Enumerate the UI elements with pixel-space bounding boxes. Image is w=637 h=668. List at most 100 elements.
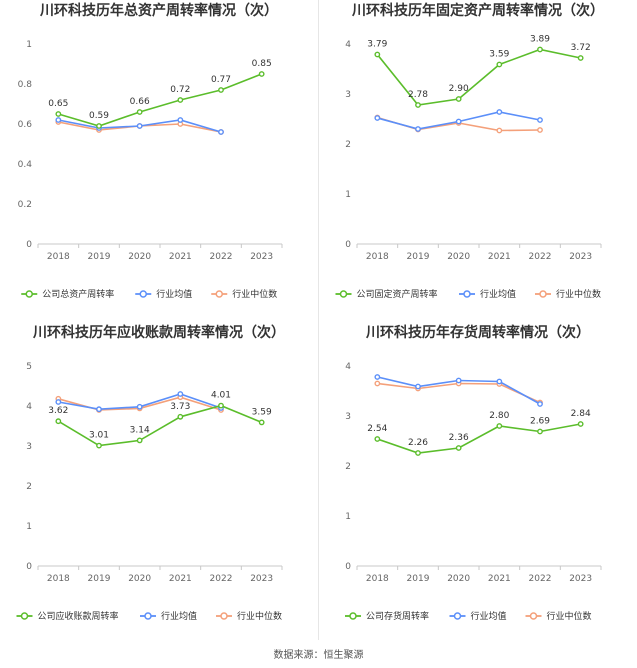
data-point (537, 401, 543, 407)
x-tick-label: 2018 (366, 574, 389, 584)
data-point (496, 61, 503, 68)
data-label: 3.73 (170, 402, 190, 412)
data-point (136, 437, 143, 444)
data-label: 0.85 (252, 59, 272, 69)
panel-inventory-turnover: 川环科技历年存货周转率情况（次） 0 1 2 3 4 2018 2019 2020 2021 202… (319, 322, 637, 642)
data-label: 3.79 (367, 40, 387, 50)
data-point (537, 46, 543, 53)
legend-marker (25, 290, 33, 298)
data-label: 0.72 (170, 85, 190, 95)
data-label: 3.59 (489, 50, 509, 60)
data-point (455, 96, 462, 102)
x-tick-label: 2018 (47, 574, 70, 584)
data-point (55, 418, 62, 425)
legend-marker (529, 612, 538, 620)
x-tick-label: 2021 (488, 252, 511, 262)
legend-label: 行业均值 (156, 288, 192, 300)
y-tick-label: 4 (345, 40, 351, 50)
y-tick-label: 4 (26, 402, 32, 412)
data-point (415, 126, 421, 132)
data-label: 0.77 (211, 75, 231, 85)
x-tick-label: 2020 (447, 574, 470, 584)
x-tick-label: 2020 (447, 252, 470, 262)
data-point (577, 55, 584, 61)
x-tick-label: 2023 (250, 574, 273, 584)
data-point (374, 436, 381, 442)
data-point (136, 403, 143, 410)
chart-title: 川环科技历年总资产周转率情况（次） (39, 2, 278, 19)
data-label: 2.78 (408, 90, 428, 100)
legend-marker (220, 612, 228, 620)
data-point (455, 118, 462, 125)
y-tick-label: 0 (345, 562, 351, 572)
data-point (96, 406, 102, 413)
legend-marker (539, 290, 547, 298)
legend-label: 行业均值 (471, 610, 507, 622)
x-tick-label: 2023 (250, 252, 273, 262)
series-line (377, 423, 581, 454)
y-tick-label: 5 (26, 362, 32, 372)
source-note: 数据来源：恒生聚源 (273, 650, 364, 661)
legend-marker (349, 612, 357, 620)
data-label: 2.84 (571, 409, 591, 419)
x-tick-label: 2021 (169, 574, 192, 584)
series-line (376, 48, 581, 106)
chart-title: 川环科技历年存货周转率情况（次） (365, 324, 590, 341)
data-point (455, 377, 462, 384)
y-tick-label: 3 (26, 442, 32, 452)
legend-label: 公司应收账款周转率 (38, 610, 119, 622)
legend-label: 行业中位数 (547, 610, 592, 622)
data-point (537, 117, 543, 123)
data-point (415, 450, 421, 456)
data-point (55, 111, 62, 117)
chart-total-asset-turnover: 川环科技历年总资产周转率情况（次） 0 0.2 0.4 0.6 0.8 1 2018 2019 2… (18, 2, 283, 300)
data-point (537, 127, 543, 133)
data-label: 2.69 (530, 417, 550, 427)
panel-total-asset-turnover: 川环科技历年总资产周转率情况（次） 0 0.2 0.4 0.6 0.8 1 2018 2019 2… (0, 0, 318, 320)
legend-marker (139, 290, 147, 298)
data-point (415, 383, 421, 390)
chart-inventory-turnover: 川环科技历年存货周转率情况（次） 0 1 2 3 4 2018 2019 2020 2021 202… (345, 324, 602, 622)
y-tick-label: 2 (26, 482, 32, 492)
data-point (96, 123, 102, 129)
data-point (55, 399, 62, 405)
x-tick-label: 2019 (88, 574, 111, 584)
data-point (136, 109, 143, 115)
y-tick-label: 0 (26, 240, 32, 250)
data-point (374, 374, 381, 380)
data-point (455, 445, 462, 451)
data-point (374, 380, 381, 387)
legend-label: 公司固定资产周转率 (357, 288, 438, 300)
chart-fixed-asset-turnover: 川环科技历年固定资产周转率情况（次） 0 1 2 3 4 2018 2019 2020 2021 2… (335, 2, 604, 300)
data-point (55, 117, 62, 123)
data-point (374, 115, 381, 121)
y-tick-label: 2 (345, 462, 351, 472)
chart-receivable-turnover: 川环科技历年应收账款周转率情况（次） 0 1 2 3 4 5 2018 2019 2020 2021… (16, 324, 285, 622)
data-label: 3.14 (130, 425, 150, 435)
data-point (537, 428, 543, 435)
legend-marker (215, 290, 223, 298)
panel-fixed-asset-turnover: 川环科技历年固定资产周转率情况（次） 0 1 2 3 4 2018 2019 2020 2021 2… (319, 0, 637, 320)
x-tick-label: 2018 (47, 252, 70, 262)
data-label: 3.62 (48, 406, 68, 416)
data-label: 0.66 (130, 97, 150, 107)
y-tick-label: 3 (345, 412, 351, 422)
y-tick-label: 0.2 (18, 200, 32, 210)
y-tick-label: 2 (345, 140, 351, 150)
data-label: 3.59 (252, 407, 272, 417)
legend-marker (20, 612, 29, 620)
x-tick-label: 2023 (569, 574, 592, 584)
x-tick-label: 2022 (529, 574, 552, 584)
data-label: 2.80 (489, 411, 509, 421)
legend-marker (453, 612, 462, 620)
chart-title: 川环科技历年固定资产周转率情况（次） (351, 2, 604, 19)
x-tick-label: 2020 (128, 252, 151, 262)
x-tick-label: 2022 (529, 252, 552, 262)
y-tick-label: 0 (26, 562, 32, 572)
data-label: 2.54 (367, 424, 387, 434)
data-point (496, 127, 503, 134)
chart-title: 川环科技历年应收账款周转率情况（次） (32, 324, 285, 341)
data-point (177, 97, 184, 103)
x-tick-label: 2018 (366, 252, 389, 262)
y-tick-label: 0.4 (18, 160, 33, 170)
